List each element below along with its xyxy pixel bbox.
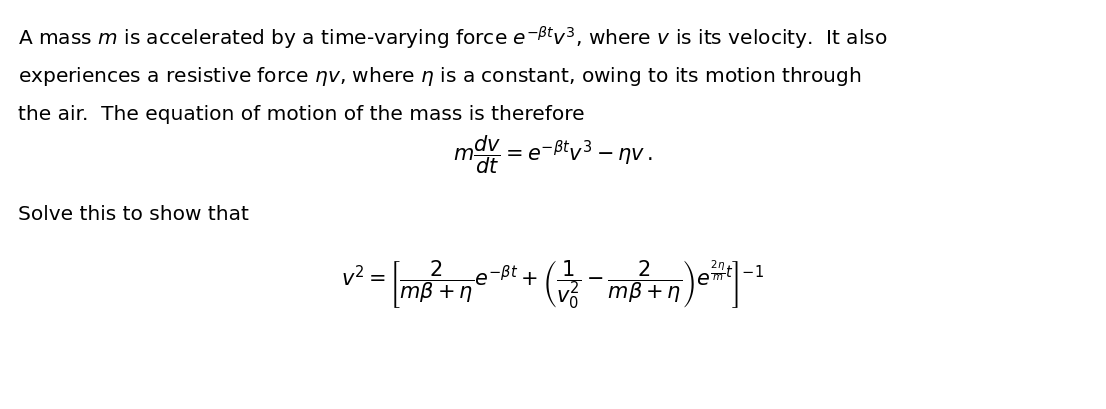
Text: A mass $m$ is accelerated by a time-varying force $e^{-\beta t}v^3$, where $v$ i: A mass $m$ is accelerated by a time-vary… <box>18 25 888 52</box>
Text: the air.  The equation of motion of the mass is therefore: the air. The equation of motion of the m… <box>18 105 585 124</box>
Text: $v^2 = \left[\dfrac{2}{m\beta + \eta}e^{-\beta t} + \left(\dfrac{1}{v_0^2} - \df: $v^2 = \left[\dfrac{2}{m\beta + \eta}e^{… <box>342 258 764 310</box>
Text: Solve this to show that: Solve this to show that <box>18 205 249 224</box>
Text: $m\dfrac{dv}{dt} = e^{-\beta t}v^3 - \eta v\,.$: $m\dfrac{dv}{dt} = e^{-\beta t}v^3 - \et… <box>453 133 653 176</box>
Text: experiences a resistive force $\eta v$, where $\eta$ is a constant, owing to its: experiences a resistive force $\eta v$, … <box>18 65 862 88</box>
